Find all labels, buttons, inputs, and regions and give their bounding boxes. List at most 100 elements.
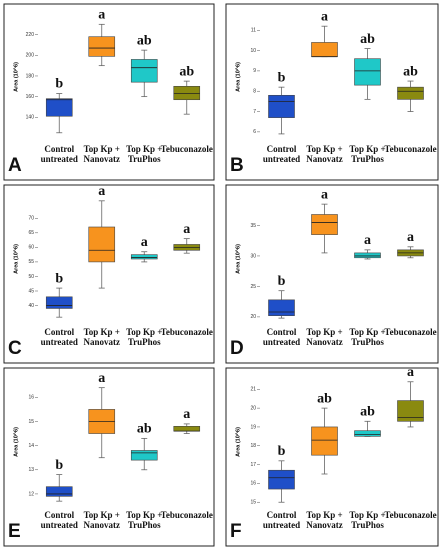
x-tick-label: Control <box>267 144 297 154</box>
x-tick-label: Top Kp + <box>349 327 385 337</box>
box-plot <box>130 49 158 98</box>
box-plot <box>130 251 158 263</box>
box-plot <box>397 246 424 259</box>
y-axis-label: Area (10^6) <box>235 62 241 92</box>
y-tick-label: 35 <box>250 223 256 229</box>
group-label: a <box>407 230 414 245</box>
x-tick-label: Control <box>267 327 297 337</box>
y-tick-label: 12 <box>28 491 34 497</box>
x-tick-label: Top Kp + <box>349 144 385 154</box>
panel-letter: C <box>8 338 22 359</box>
y-axis-label: Area (10^6) <box>13 244 19 274</box>
panel-frame <box>225 367 439 547</box>
x-tick-label: Top Kp + <box>126 510 162 520</box>
group-label: b <box>55 458 63 473</box>
box <box>130 59 158 83</box>
box-plot <box>268 86 295 135</box>
x-tick-label: Control <box>267 510 297 520</box>
x-tick-label: Tebuconazole <box>384 510 436 520</box>
x-tick-label: TruPhos <box>128 154 161 164</box>
x-tick-label: Nanovatz <box>306 154 343 164</box>
box-plot <box>45 287 73 318</box>
y-tick-label: 45 <box>28 288 34 294</box>
y-tick-label: 70 <box>28 216 34 222</box>
x-tick-label: Top Kp + <box>306 327 342 337</box>
x-tick-label: untreated <box>41 337 78 347</box>
box <box>88 36 116 57</box>
y-axis-label: Area (10^6) <box>13 427 19 457</box>
x-tick-label: Nanovatz <box>306 520 343 530</box>
y-tick-label: 60 <box>28 245 34 251</box>
y-tick-label: 160 <box>26 94 35 100</box>
y-tick-label: 6 <box>253 129 256 135</box>
x-tick-label: Top Kp + <box>84 327 120 337</box>
box <box>173 426 201 432</box>
y-axis-label: Area (10^6) <box>13 62 19 92</box>
group-label: a <box>98 8 105 23</box>
y-tick-label: 14 <box>28 443 34 449</box>
group-label: a <box>98 371 105 386</box>
y-tick-label: 15 <box>28 419 34 425</box>
y-axis-label: Area (10^6) <box>235 244 241 274</box>
group-label: ab <box>360 405 375 420</box>
box-plot <box>397 80 424 112</box>
y-tick-label: 16 <box>250 481 256 487</box>
y-tick-label: 55 <box>28 259 34 265</box>
panel-letter: D <box>230 338 244 359</box>
group-label: ab <box>137 33 152 48</box>
box-plot <box>45 474 73 502</box>
box <box>88 226 116 263</box>
x-tick-label: TruPhos <box>351 337 384 347</box>
box <box>311 42 338 57</box>
y-tick-label: 9 <box>253 68 256 74</box>
panel-letter: A <box>8 155 22 176</box>
panel-letter: F <box>230 521 242 542</box>
panel-frame <box>3 367 215 547</box>
x-tick-label: Top Kp + <box>306 510 342 520</box>
x-tick-label: Nanovatz <box>84 154 121 164</box>
panel-frame <box>225 3 439 181</box>
box <box>130 450 158 461</box>
box <box>268 469 295 490</box>
y-axis-label: Area (10^6) <box>235 427 241 457</box>
y-tick-label: 65 <box>28 230 34 236</box>
box <box>130 254 158 260</box>
box-plot <box>354 420 381 437</box>
x-tick-label: untreated <box>263 520 300 530</box>
y-tick-label: 40 <box>28 303 34 309</box>
group-label: a <box>183 222 190 237</box>
panel-frame <box>225 184 439 364</box>
group-label: ab <box>317 391 332 406</box>
x-tick-label: untreated <box>263 154 300 164</box>
x-tick-label: untreated <box>41 520 78 530</box>
x-tick-label: Nanovatz <box>84 337 121 347</box>
box <box>173 85 201 101</box>
box <box>354 58 381 86</box>
y-tick-label: 21 <box>250 387 256 393</box>
y-tick-label: 16 <box>28 395 34 401</box>
group-label: b <box>278 444 286 459</box>
box <box>45 296 73 309</box>
box-plot <box>173 238 201 254</box>
y-tick-label: 18 <box>250 443 256 449</box>
y-tick-label: 15 <box>250 500 256 506</box>
x-tick-label: TruPhos <box>351 154 384 164</box>
box-plot <box>311 25 338 58</box>
y-tick-label: 20 <box>250 314 256 320</box>
y-tick-label: 13 <box>28 467 34 473</box>
group-label: b <box>278 70 286 85</box>
x-tick-label: untreated <box>263 337 300 347</box>
y-tick-label: 50 <box>28 274 34 280</box>
x-tick-label: Control <box>44 327 74 337</box>
box-plot <box>268 290 295 319</box>
group-label: ab <box>137 422 152 437</box>
x-tick-label: TruPhos <box>128 520 161 530</box>
x-tick-label: Tebuconazole <box>161 510 213 520</box>
panel-frame <box>3 3 215 181</box>
box-plot <box>268 460 295 503</box>
box-plot <box>354 48 381 100</box>
box-plot <box>130 437 158 471</box>
box-plot <box>311 407 338 475</box>
x-tick-label: Tebuconazole <box>384 144 436 154</box>
